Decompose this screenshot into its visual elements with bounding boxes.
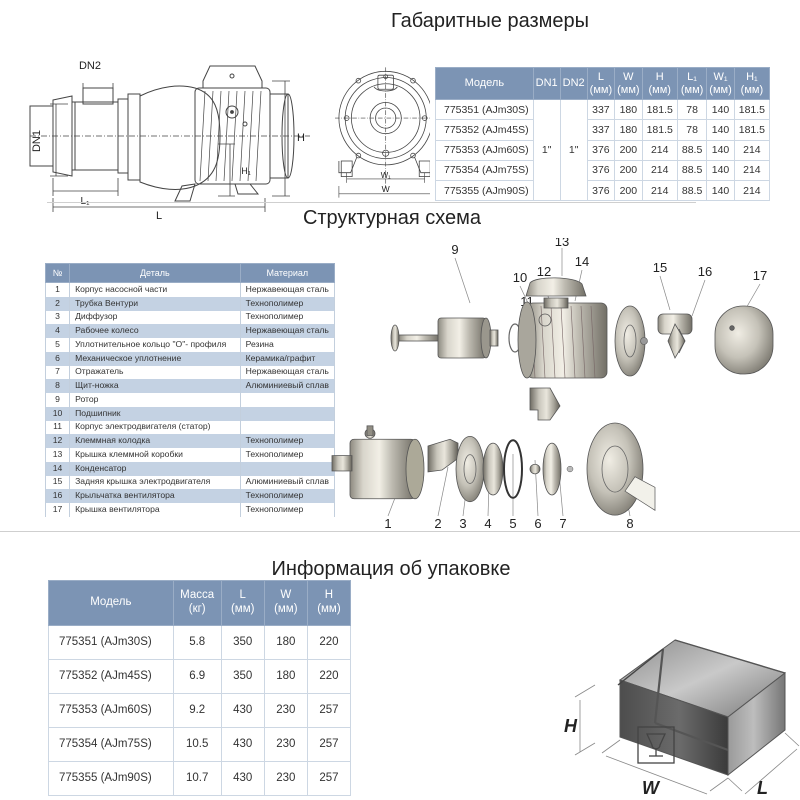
- svg-text:W₁: W₁: [381, 171, 391, 180]
- svg-text:DN2: DN2: [79, 60, 101, 72]
- svg-text:L: L: [757, 778, 768, 795]
- svg-text:L: L: [156, 210, 162, 222]
- svg-text:H: H: [564, 716, 578, 736]
- svg-text:8: 8: [626, 516, 633, 531]
- svg-text:13: 13: [555, 238, 569, 249]
- svg-text:17: 17: [753, 268, 767, 283]
- svg-text:2: 2: [434, 516, 441, 531]
- svg-text:12: 12: [537, 264, 551, 279]
- svg-text:9: 9: [451, 242, 458, 257]
- svg-text:1: 1: [384, 516, 391, 531]
- svg-text:10: 10: [513, 270, 527, 285]
- svg-text:H: H: [297, 132, 305, 144]
- svg-text:H₁: H₁: [241, 166, 251, 176]
- svg-text:14: 14: [575, 254, 589, 269]
- svg-text:5: 5: [509, 516, 516, 531]
- svg-text:3: 3: [459, 516, 466, 531]
- svg-text:15: 15: [653, 260, 667, 275]
- svg-text:W: W: [642, 778, 661, 795]
- svg-text:DN1: DN1: [31, 130, 43, 152]
- svg-text:7: 7: [559, 516, 566, 531]
- svg-text:W: W: [382, 184, 391, 194]
- svg-text:6: 6: [534, 516, 541, 531]
- svg-text:16: 16: [698, 264, 712, 279]
- svg-text:4: 4: [484, 516, 491, 531]
